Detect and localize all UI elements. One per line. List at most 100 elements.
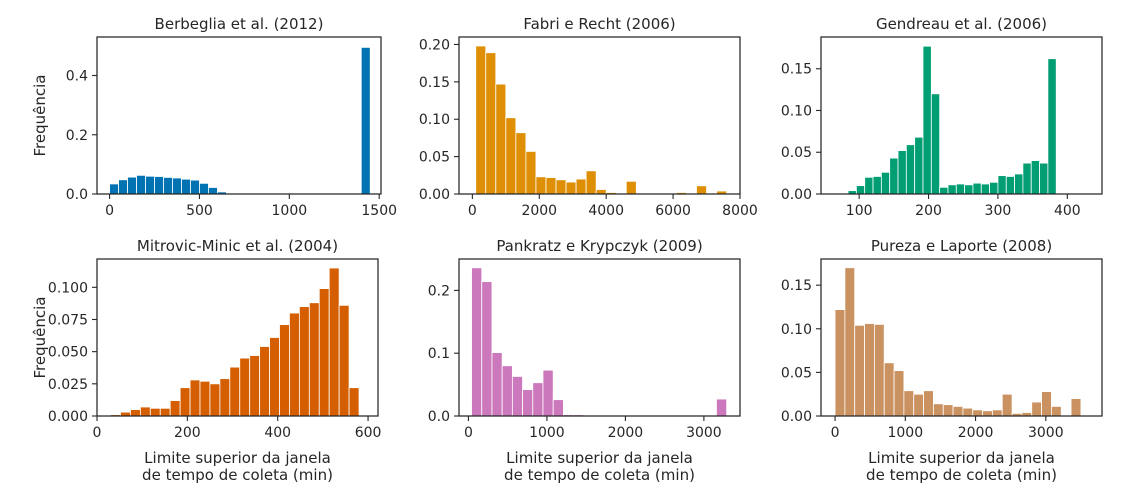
y-axis-label: Frequência <box>31 297 49 379</box>
histogram-bar <box>855 185 866 195</box>
histogram-bar <box>481 281 493 417</box>
y-tick-label: 0.00 <box>781 409 812 425</box>
histogram-bar <box>169 400 181 417</box>
histogram-bar <box>318 288 330 417</box>
x-axis-label-line1: Limite superior da janela <box>506 449 693 467</box>
histogram-bar <box>595 189 607 195</box>
histogram-bar <box>903 390 915 417</box>
histogram-bar <box>947 184 957 195</box>
histogram-panel-2: 0 2000 4000 6000 8000 0.00 0.05 0.10 0.15 0.20 Fab… <box>419 15 758 219</box>
x-tick-label: 0 <box>105 203 114 219</box>
histogram-bar <box>625 180 637 195</box>
histogram-bar <box>972 182 982 195</box>
x-tick-label: 400 <box>1054 203 1081 219</box>
histogram-bar <box>136 174 146 195</box>
histogram-bar <box>208 187 218 195</box>
histogram-bar <box>575 178 587 195</box>
y-tick-label: 0.0 <box>428 409 450 425</box>
histogram-bar <box>1041 391 1052 417</box>
histogram-bar <box>109 183 119 195</box>
x-axis-label-line1: Limite superior da janela <box>868 449 1055 467</box>
histogram-panel-1: 0 500 1000 1500 0.0 0.2 0.4 Berbeglia et al. (2… <box>31 15 397 219</box>
histogram-bar <box>118 179 128 195</box>
histogram-bar <box>989 181 999 195</box>
histogram-bar <box>338 304 350 417</box>
y-tick-label: 0.050 <box>48 345 88 361</box>
histogram-bar <box>522 389 534 417</box>
histogram-bar <box>854 324 865 417</box>
histogram-bar <box>1047 58 1057 195</box>
histogram-bar <box>163 177 173 195</box>
histogram-bar <box>181 178 191 195</box>
histogram-bar <box>328 267 340 417</box>
histogram-bar <box>939 186 949 195</box>
panel-title: Fabri e Recht (2006) <box>523 15 675 33</box>
y-tick-label: 0.0 <box>66 187 88 203</box>
x-tick-label: 500 <box>186 203 213 219</box>
x-tick-label: 1000 <box>887 425 923 441</box>
histogram-bar <box>189 379 201 417</box>
histogram-panel-3: 100 200 300 400 0.00 0.05 0.10 0.15 Gendreau et … <box>781 15 1103 219</box>
histogram-bar <box>552 399 564 417</box>
histogram-bar <box>1070 398 1082 417</box>
y-tick-label: 0.10 <box>781 322 812 338</box>
histogram-bar <box>360 46 371 195</box>
axes-frame <box>96 258 379 417</box>
histogram-bar <box>955 183 966 195</box>
histogram-bar <box>535 176 547 195</box>
histogram-bar <box>289 312 300 417</box>
histogram-bar <box>922 45 932 195</box>
histogram-bar <box>914 136 924 195</box>
histogram-bar <box>127 176 137 195</box>
y-tick-label: 0.15 <box>781 62 812 78</box>
histogram-bar <box>923 390 934 417</box>
x-tick-label: 600 <box>355 425 382 441</box>
x-tick-label: 1500 <box>361 203 397 219</box>
axes-frame <box>458 36 741 195</box>
y-tick-label: 0.100 <box>48 280 88 296</box>
histogram-bar <box>1001 393 1013 417</box>
x-axis-label-line2: de tempo de coleta (min) <box>142 466 333 484</box>
histogram-bar <box>992 409 1003 417</box>
x-tick-label: 100 <box>846 203 873 219</box>
x-tick-label: 0 <box>468 203 477 219</box>
histogram-bar <box>149 407 161 417</box>
y-tick-label: 0.2 <box>66 128 88 144</box>
y-tick-label: 0.15 <box>781 278 812 294</box>
y-axis-label: Frequência <box>31 75 49 157</box>
x-axis-label-line2: de tempo de coleta (min) <box>866 466 1057 484</box>
histogram-bar <box>696 185 707 195</box>
x-tick-label: 3000 <box>686 425 722 441</box>
y-tick-label: 0.075 <box>48 312 88 328</box>
histogram-bar <box>930 93 941 195</box>
histogram-bar <box>532 382 544 417</box>
x-tick-label: 0 <box>464 425 473 441</box>
y-tick-label: 0.025 <box>48 377 88 393</box>
histogram-bar <box>298 306 310 417</box>
x-axis-label-line2: de tempo de coleta (min) <box>504 466 695 484</box>
histogram-bar <box>952 406 964 417</box>
histogram-bar <box>259 346 270 417</box>
x-tick-label: 0 <box>93 425 102 441</box>
histogram-bar <box>893 370 905 417</box>
y-tick-label: 0.00 <box>781 187 812 203</box>
histogram-bar <box>154 176 164 195</box>
histogram-bar <box>491 352 503 417</box>
histogram-bar <box>716 398 728 417</box>
histogram-bar <box>501 365 513 417</box>
histogram-bar <box>565 181 577 195</box>
histogram-bar <box>179 387 191 417</box>
histogram-bar <box>130 409 141 417</box>
histogram-bar <box>555 179 567 195</box>
histogram-bar <box>269 337 280 417</box>
histogram-bar <box>962 407 974 417</box>
histogram-bar <box>873 324 885 417</box>
histogram-bar <box>542 369 554 417</box>
histogram-bar <box>834 309 846 417</box>
histogram-bar <box>505 117 517 195</box>
x-tick-label: 300 <box>985 203 1012 219</box>
histogram-bar <box>139 406 151 417</box>
histogram-bar <box>883 362 895 417</box>
axes-frame <box>820 36 1103 195</box>
x-tick-label: 2000 <box>608 425 644 441</box>
